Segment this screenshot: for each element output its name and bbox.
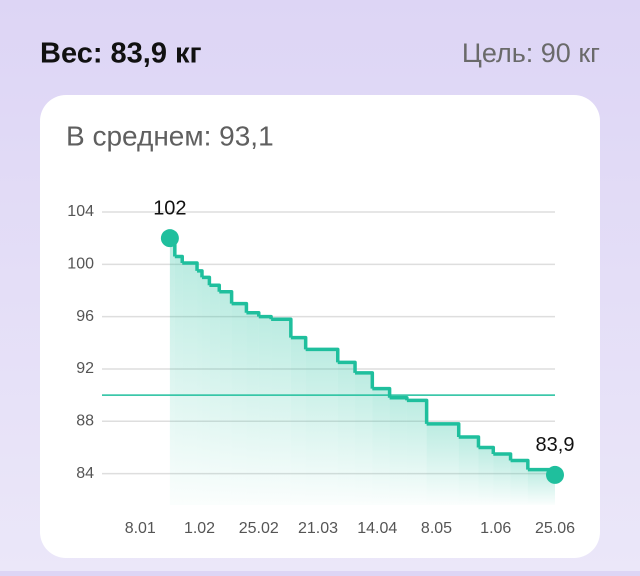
area — [355, 372, 373, 505]
line — [372, 386, 392, 398]
line — [493, 452, 513, 461]
y-tick-label: 84 — [76, 465, 94, 482]
area — [246, 312, 259, 505]
line — [219, 290, 234, 304]
line — [271, 317, 293, 338]
x-tick-label: 25.06 — [535, 520, 575, 537]
x-labels: 8.01 1.02 25.02 21.03 14.04 8.05 1.06 25.06 — [125, 520, 575, 537]
line — [389, 395, 409, 401]
x-tick-label: 14.04 — [357, 520, 397, 537]
line — [231, 301, 249, 313]
y-tick-label: 96 — [76, 308, 94, 325]
x-tick-label: 1.02 — [184, 520, 215, 537]
line — [337, 360, 357, 373]
area — [478, 447, 494, 505]
area — [271, 319, 291, 505]
area — [290, 337, 306, 505]
area — [406, 400, 427, 505]
area — [197, 270, 202, 505]
y-tick-label: 100 — [67, 256, 94, 273]
line — [478, 445, 496, 454]
y-tick-label: 88 — [76, 413, 94, 430]
area — [337, 362, 356, 505]
area — [305, 349, 338, 505]
x-tick-label: 8.01 — [125, 520, 156, 537]
x-tick-label: 21.03 — [298, 520, 338, 537]
line — [246, 310, 261, 317]
area — [201, 277, 210, 505]
area — [258, 316, 272, 505]
area — [219, 291, 232, 505]
line — [305, 347, 340, 363]
point — [546, 465, 564, 484]
line — [406, 398, 429, 424]
line — [201, 275, 212, 286]
line — [182, 261, 199, 271]
line — [290, 335, 308, 350]
y-tick-label: 92 — [76, 360, 94, 377]
line — [197, 269, 204, 278]
goal: Цель: 90 кг — [462, 38, 600, 68]
y-tick-label: 104 — [67, 203, 94, 220]
line — [209, 283, 222, 292]
line — [355, 371, 375, 389]
x-tick-label: 8.05 — [421, 520, 452, 537]
x-tick-label: 1.06 — [480, 520, 511, 537]
line — [426, 422, 461, 437]
weight: Вес: 83,9 кг — [40, 38, 202, 70]
area — [182, 263, 198, 505]
area — [426, 423, 459, 505]
point — [160, 229, 179, 248]
line — [458, 435, 481, 448]
value-label: 83,9 — [536, 434, 575, 456]
value-label: 102 — [153, 197, 186, 219]
x-tick-label: 25.02 — [239, 520, 279, 537]
area — [169, 238, 175, 506]
area — [174, 256, 183, 505]
area — [372, 388, 390, 505]
line — [174, 254, 184, 264]
area — [458, 436, 479, 505]
line — [510, 458, 530, 470]
area — [510, 460, 528, 505]
area — [493, 453, 511, 505]
average: В среднем: 93,1 — [66, 120, 274, 151]
area — [231, 303, 247, 505]
area — [389, 397, 407, 505]
